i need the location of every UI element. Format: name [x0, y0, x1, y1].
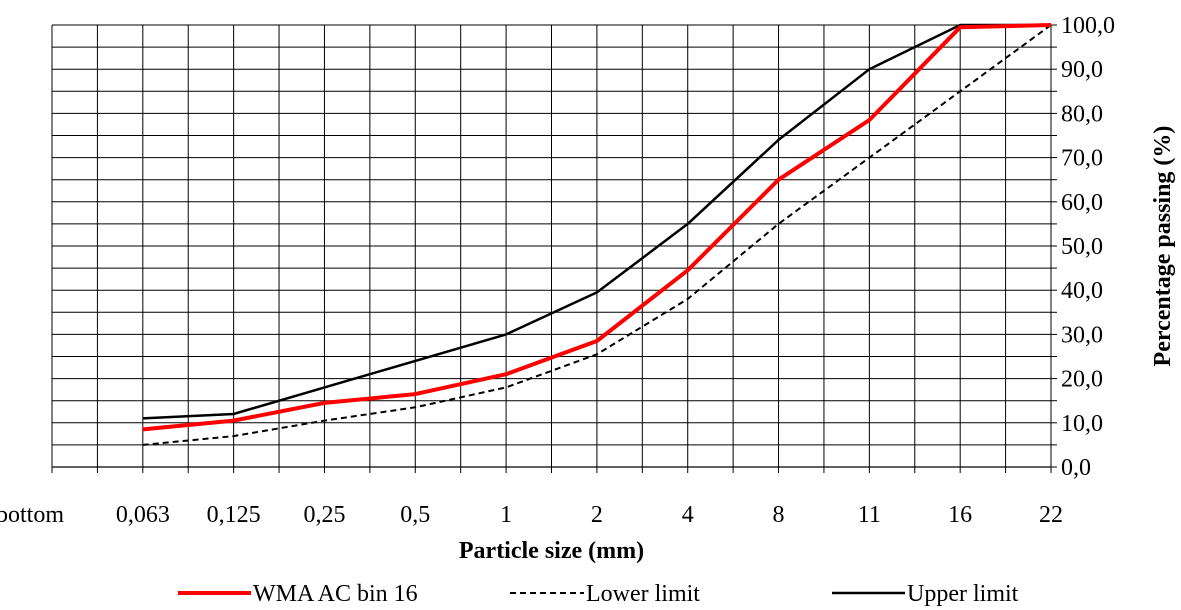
- series-layer: [142, 23, 1052, 446]
- y-tick-label: 90,0: [1061, 57, 1103, 83]
- y-axis: 0,0 10,0 20,0 30,0 40,0 50,0 60,0 70,0 80,0 90,0 1…: [1061, 13, 1115, 481]
- legend-label: Lower limit: [586, 581, 700, 607]
- x-tick-label: 11: [858, 502, 881, 528]
- x-tick-label: 0,5: [400, 502, 430, 528]
- y-tick-label: 80,0: [1061, 101, 1103, 127]
- x-tick-label: 8: [773, 502, 785, 528]
- grid-lines: [51, 24, 1057, 473]
- series-line-lower-limit: [142, 24, 1052, 446]
- series-line-wma-ac-bin-16: [142, 23, 1052, 432]
- x-tick-label: 1: [500, 502, 512, 528]
- x-tick-label: 4: [682, 502, 694, 528]
- legend: WMA AC bin 16 Lower limit Upper limit: [178, 581, 1019, 607]
- legend-label: WMA AC bin 16: [253, 581, 418, 607]
- legend-label: Upper limit: [907, 581, 1019, 607]
- y-tick-label: 20,0: [1061, 367, 1103, 393]
- y-tick-label: 60,0: [1061, 190, 1103, 216]
- y-tick-label: 40,0: [1061, 278, 1103, 304]
- y-tick-label: 10,0: [1061, 411, 1103, 437]
- x-tick-label: 0,25: [303, 502, 345, 528]
- x-axis-title: Particle size (mm): [459, 538, 644, 564]
- x-axis: bottom 0,063 0,125 0,25 0,5 1 2 4 8 11 16 22: [0, 502, 1063, 528]
- y-tick-label: 100,0: [1061, 13, 1115, 39]
- series-line-upper-limit: [142, 23, 1051, 420]
- x-tick-label: 0,125: [207, 502, 261, 528]
- y-tick-label: 30,0: [1061, 322, 1103, 348]
- y-tick-label: 50,0: [1061, 234, 1103, 260]
- x-tick-label: 16: [948, 502, 972, 528]
- y-axis-title: Percentage passing (%): [1150, 126, 1176, 367]
- x-tick-label: 0,063: [116, 502, 170, 528]
- y-tick-label: 0,0: [1061, 455, 1091, 481]
- y-tick-label: 70,0: [1061, 146, 1103, 172]
- x-tick-label: 2: [591, 502, 603, 528]
- x-tick-label: bottom: [0, 502, 64, 528]
- x-tick-label: 22: [1039, 502, 1063, 528]
